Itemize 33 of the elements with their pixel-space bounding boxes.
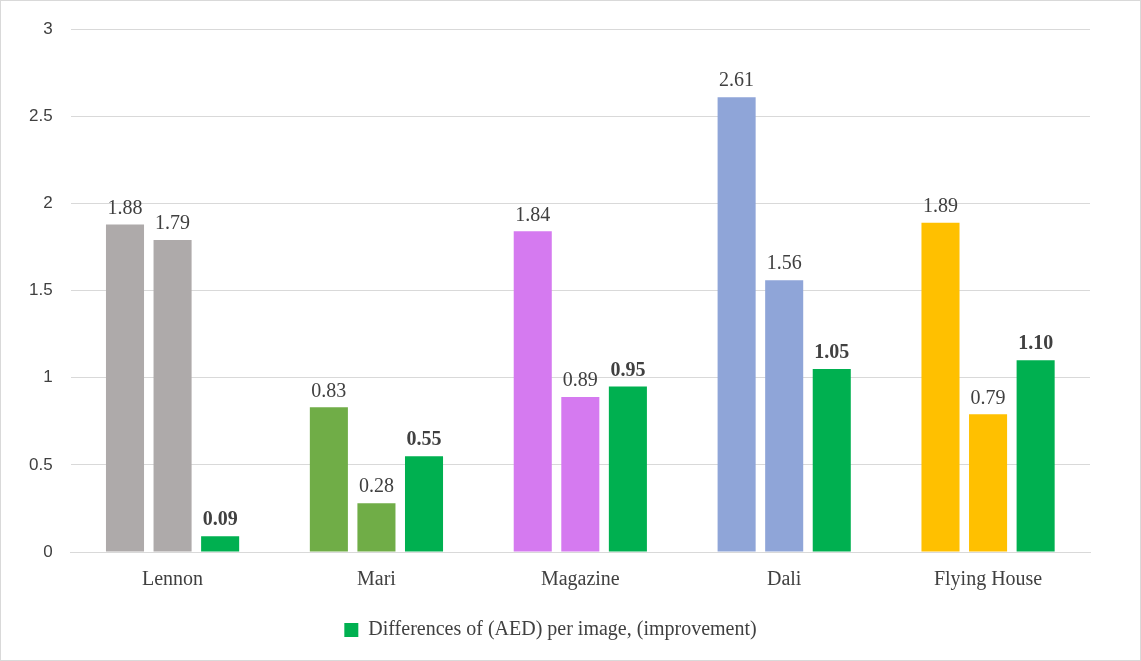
data-label: 2.61 <box>719 68 755 91</box>
x-tick-label: Lennon <box>142 567 204 590</box>
y-tick-label: 1.5 <box>28 280 53 300</box>
y-tick-label: 0.5 <box>28 454 53 474</box>
x-tick-label: Flying House <box>933 567 1043 591</box>
bar <box>201 536 240 552</box>
legend-label: Differences of (AED) per image, (improvement) <box>368 617 757 641</box>
data-label: 0.79 <box>970 385 1006 408</box>
y-tick-label: 1 <box>43 367 53 387</box>
y-tick-label: 2.5 <box>28 106 53 126</box>
data-label: 1.84 <box>515 202 551 225</box>
y-tick-label: 0 <box>43 541 53 561</box>
bar <box>812 369 851 552</box>
x-tick-label: Mari <box>357 567 397 590</box>
data-label: 1.89 <box>922 193 958 216</box>
data-label: 1.05 <box>814 340 850 363</box>
data-label: 0.55 <box>406 427 442 450</box>
data-label: 0.89 <box>562 368 598 391</box>
x-tick-label: Magazine <box>540 567 620 591</box>
y-tick-label: 3 <box>43 18 53 38</box>
data-label: 1.56 <box>766 251 802 274</box>
bar <box>1016 360 1055 552</box>
data-label: 1.88 <box>107 195 143 218</box>
bar <box>404 456 444 552</box>
data-label: 1.79 <box>155 211 191 234</box>
data-label: 1.10 <box>1018 331 1054 354</box>
y-tick-label: 2 <box>43 193 53 213</box>
data-label: 0.83 <box>311 378 347 401</box>
data-label: 0.09 <box>202 507 238 530</box>
bar <box>608 386 647 552</box>
x-tick-label: Dali <box>766 567 802 590</box>
data-label: 0.28 <box>358 474 394 497</box>
data-label: 0.95 <box>610 357 646 380</box>
